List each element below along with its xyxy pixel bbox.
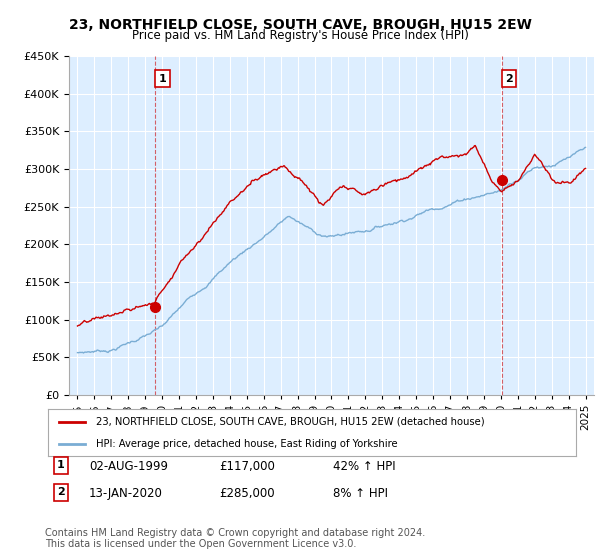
Text: 2: 2	[505, 73, 512, 83]
Text: 42% ↑ HPI: 42% ↑ HPI	[333, 460, 395, 473]
Text: 8% ↑ HPI: 8% ↑ HPI	[333, 487, 388, 500]
Text: 02-AUG-1999: 02-AUG-1999	[89, 460, 168, 473]
Text: £285,000: £285,000	[219, 487, 275, 500]
Text: 23, NORTHFIELD CLOSE, SOUTH CAVE, BROUGH, HU15 2EW: 23, NORTHFIELD CLOSE, SOUTH CAVE, BROUGH…	[68, 18, 532, 32]
Text: 2: 2	[57, 487, 65, 497]
Text: 23, NORTHFIELD CLOSE, SOUTH CAVE, BROUGH, HU15 2EW (detached house): 23, NORTHFIELD CLOSE, SOUTH CAVE, BROUGH…	[95, 417, 484, 427]
Text: 1: 1	[57, 460, 65, 470]
Text: Contains HM Land Registry data © Crown copyright and database right 2024.
This d: Contains HM Land Registry data © Crown c…	[45, 528, 425, 549]
Text: £117,000: £117,000	[219, 460, 275, 473]
Text: 13-JAN-2020: 13-JAN-2020	[89, 487, 163, 500]
Text: HPI: Average price, detached house, East Riding of Yorkshire: HPI: Average price, detached house, East…	[95, 438, 397, 449]
Text: Price paid vs. HM Land Registry's House Price Index (HPI): Price paid vs. HM Land Registry's House …	[131, 29, 469, 42]
Text: 1: 1	[158, 73, 166, 83]
